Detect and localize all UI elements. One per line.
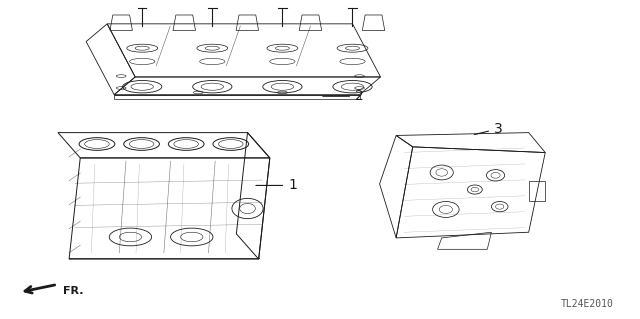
Text: TL24E2010: TL24E2010 <box>560 299 613 309</box>
Text: FR.: FR. <box>63 286 83 296</box>
Text: 2: 2 <box>323 89 364 103</box>
Text: 3: 3 <box>474 122 502 136</box>
Text: 1: 1 <box>256 178 297 192</box>
